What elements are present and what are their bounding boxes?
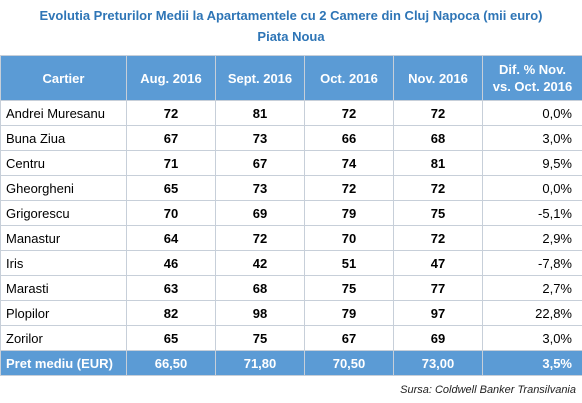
cartier-name-cell: Plopilor bbox=[0, 300, 127, 326]
price-cell: 42 bbox=[215, 250, 305, 276]
table-row: Centru 71 67 74 81 9,5% bbox=[0, 150, 582, 176]
price-cell: 98 bbox=[215, 300, 305, 326]
price-cell: 74 bbox=[304, 150, 394, 176]
table-body: Andrei Muresanu 72 81 72 72 0,0% Buna Ziua 67 73… bbox=[0, 100, 582, 351]
cartier-name-cell: Marasti bbox=[0, 275, 127, 301]
price-cell: 72 bbox=[304, 100, 394, 126]
diff-percent-cell: 22,8% bbox=[482, 300, 582, 326]
price-cell: 67 bbox=[304, 325, 394, 351]
table-row: Gheorgheni 65 73 72 72 0,0% bbox=[0, 175, 582, 201]
price-table: Cartier Aug. 2016 Sept. 2016 Oct. 2016 Nov. … bbox=[0, 55, 582, 376]
cartier-name-cell: Manastur bbox=[0, 225, 127, 251]
price-cell: 70 bbox=[304, 225, 394, 251]
price-cell: 77 bbox=[393, 275, 483, 301]
diff-percent-cell: 3,0% bbox=[482, 125, 582, 151]
column-header: Dif. % Nov. vs. Oct. 2016 bbox=[482, 55, 582, 101]
diff-percent-cell: 0,0% bbox=[482, 175, 582, 201]
average-price-cell: 70,50 bbox=[304, 350, 394, 376]
price-cell: 97 bbox=[393, 300, 483, 326]
table-row: Buna Ziua 67 73 66 68 3,0% bbox=[0, 125, 582, 151]
price-cell: 72 bbox=[393, 225, 483, 251]
cartier-name-cell: Buna Ziua bbox=[0, 125, 127, 151]
price-cell: 63 bbox=[126, 275, 216, 301]
price-cell: 68 bbox=[393, 125, 483, 151]
table-row: Iris 46 42 51 47 -7,8% bbox=[0, 250, 582, 276]
price-cell: 81 bbox=[215, 100, 305, 126]
table-row: Grigorescu 70 69 79 75 -5,1% bbox=[0, 200, 582, 226]
table-row: Marasti 63 68 75 77 2,7% bbox=[0, 275, 582, 301]
price-cell: 72 bbox=[304, 175, 394, 201]
table-subtitle: Piata Noua bbox=[257, 29, 325, 44]
price-cell: 82 bbox=[126, 300, 216, 326]
price-cell: 51 bbox=[304, 250, 394, 276]
price-cell: 81 bbox=[393, 150, 483, 176]
diff-percent-cell: -7,8% bbox=[482, 250, 582, 276]
diff-percent-cell: 9,5% bbox=[482, 150, 582, 176]
table-header-row: Cartier Aug. 2016 Sept. 2016 Oct. 2016 Nov. … bbox=[0, 55, 582, 101]
table-row: Manastur 64 72 70 72 2,9% bbox=[0, 225, 582, 251]
price-cell: 65 bbox=[126, 175, 216, 201]
diff-percent-cell: 2,9% bbox=[482, 225, 582, 251]
average-diff-cell: 3,5% bbox=[482, 350, 582, 376]
price-cell: 67 bbox=[215, 150, 305, 176]
price-cell: 75 bbox=[304, 275, 394, 301]
column-header: Oct. 2016 bbox=[304, 55, 394, 101]
price-cell: 72 bbox=[215, 225, 305, 251]
column-header: Sept. 2016 bbox=[215, 55, 305, 101]
price-cell: 69 bbox=[215, 200, 305, 226]
cartier-name-cell: Andrei Muresanu bbox=[0, 100, 127, 126]
price-cell: 73 bbox=[215, 125, 305, 151]
table-footer-row: Pret mediu (EUR) 66,50 71,80 70,50 73,00 3,5% bbox=[0, 350, 582, 376]
price-cell: 69 bbox=[393, 325, 483, 351]
table-row: Plopilor 82 98 79 97 22,8% bbox=[0, 300, 582, 326]
price-cell: 68 bbox=[215, 275, 305, 301]
average-price-cell: 71,80 bbox=[215, 350, 305, 376]
diff-percent-cell: 2,7% bbox=[482, 275, 582, 301]
cartier-name-cell: Gheorgheni bbox=[0, 175, 127, 201]
column-header: Aug. 2016 bbox=[126, 55, 216, 101]
table-title: Evolutia Preturilor Medii la Apartamente… bbox=[39, 8, 543, 23]
cartier-name-cell: Iris bbox=[0, 250, 127, 276]
table-row: Andrei Muresanu 72 81 72 72 0,0% bbox=[0, 100, 582, 126]
price-cell: 66 bbox=[304, 125, 394, 151]
average-price-cell: 73,00 bbox=[393, 350, 483, 376]
price-cell: 79 bbox=[304, 300, 394, 326]
price-cell: 73 bbox=[215, 175, 305, 201]
price-cell: 71 bbox=[126, 150, 216, 176]
column-header: Cartier bbox=[0, 55, 127, 101]
price-cell: 47 bbox=[393, 250, 483, 276]
price-cell: 75 bbox=[393, 200, 483, 226]
cartier-name-cell: Zorilor bbox=[0, 325, 127, 351]
price-cell: 79 bbox=[304, 200, 394, 226]
price-cell: 64 bbox=[126, 225, 216, 251]
price-cell: 72 bbox=[393, 100, 483, 126]
average-price-cell: 66,50 bbox=[126, 350, 216, 376]
price-cell: 46 bbox=[126, 250, 216, 276]
price-cell: 72 bbox=[393, 175, 483, 201]
diff-percent-cell: -5,1% bbox=[482, 200, 582, 226]
diff-percent-cell: 0,0% bbox=[482, 100, 582, 126]
average-label-cell: Pret mediu (EUR) bbox=[0, 350, 127, 376]
price-cell: 67 bbox=[126, 125, 216, 151]
source-note: Sursa: Coldwell Banker Transilvania bbox=[400, 384, 576, 396]
cartier-name-cell: Centru bbox=[0, 150, 127, 176]
price-cell: 65 bbox=[126, 325, 216, 351]
price-cell: 75 bbox=[215, 325, 305, 351]
table-row: Zorilor 65 75 67 69 3,0% bbox=[0, 325, 582, 351]
price-cell: 72 bbox=[126, 100, 216, 126]
column-header: Nov. 2016 bbox=[393, 55, 483, 101]
cartier-name-cell: Grigorescu bbox=[0, 200, 127, 226]
diff-percent-cell: 3,0% bbox=[482, 325, 582, 351]
price-cell: 70 bbox=[126, 200, 216, 226]
